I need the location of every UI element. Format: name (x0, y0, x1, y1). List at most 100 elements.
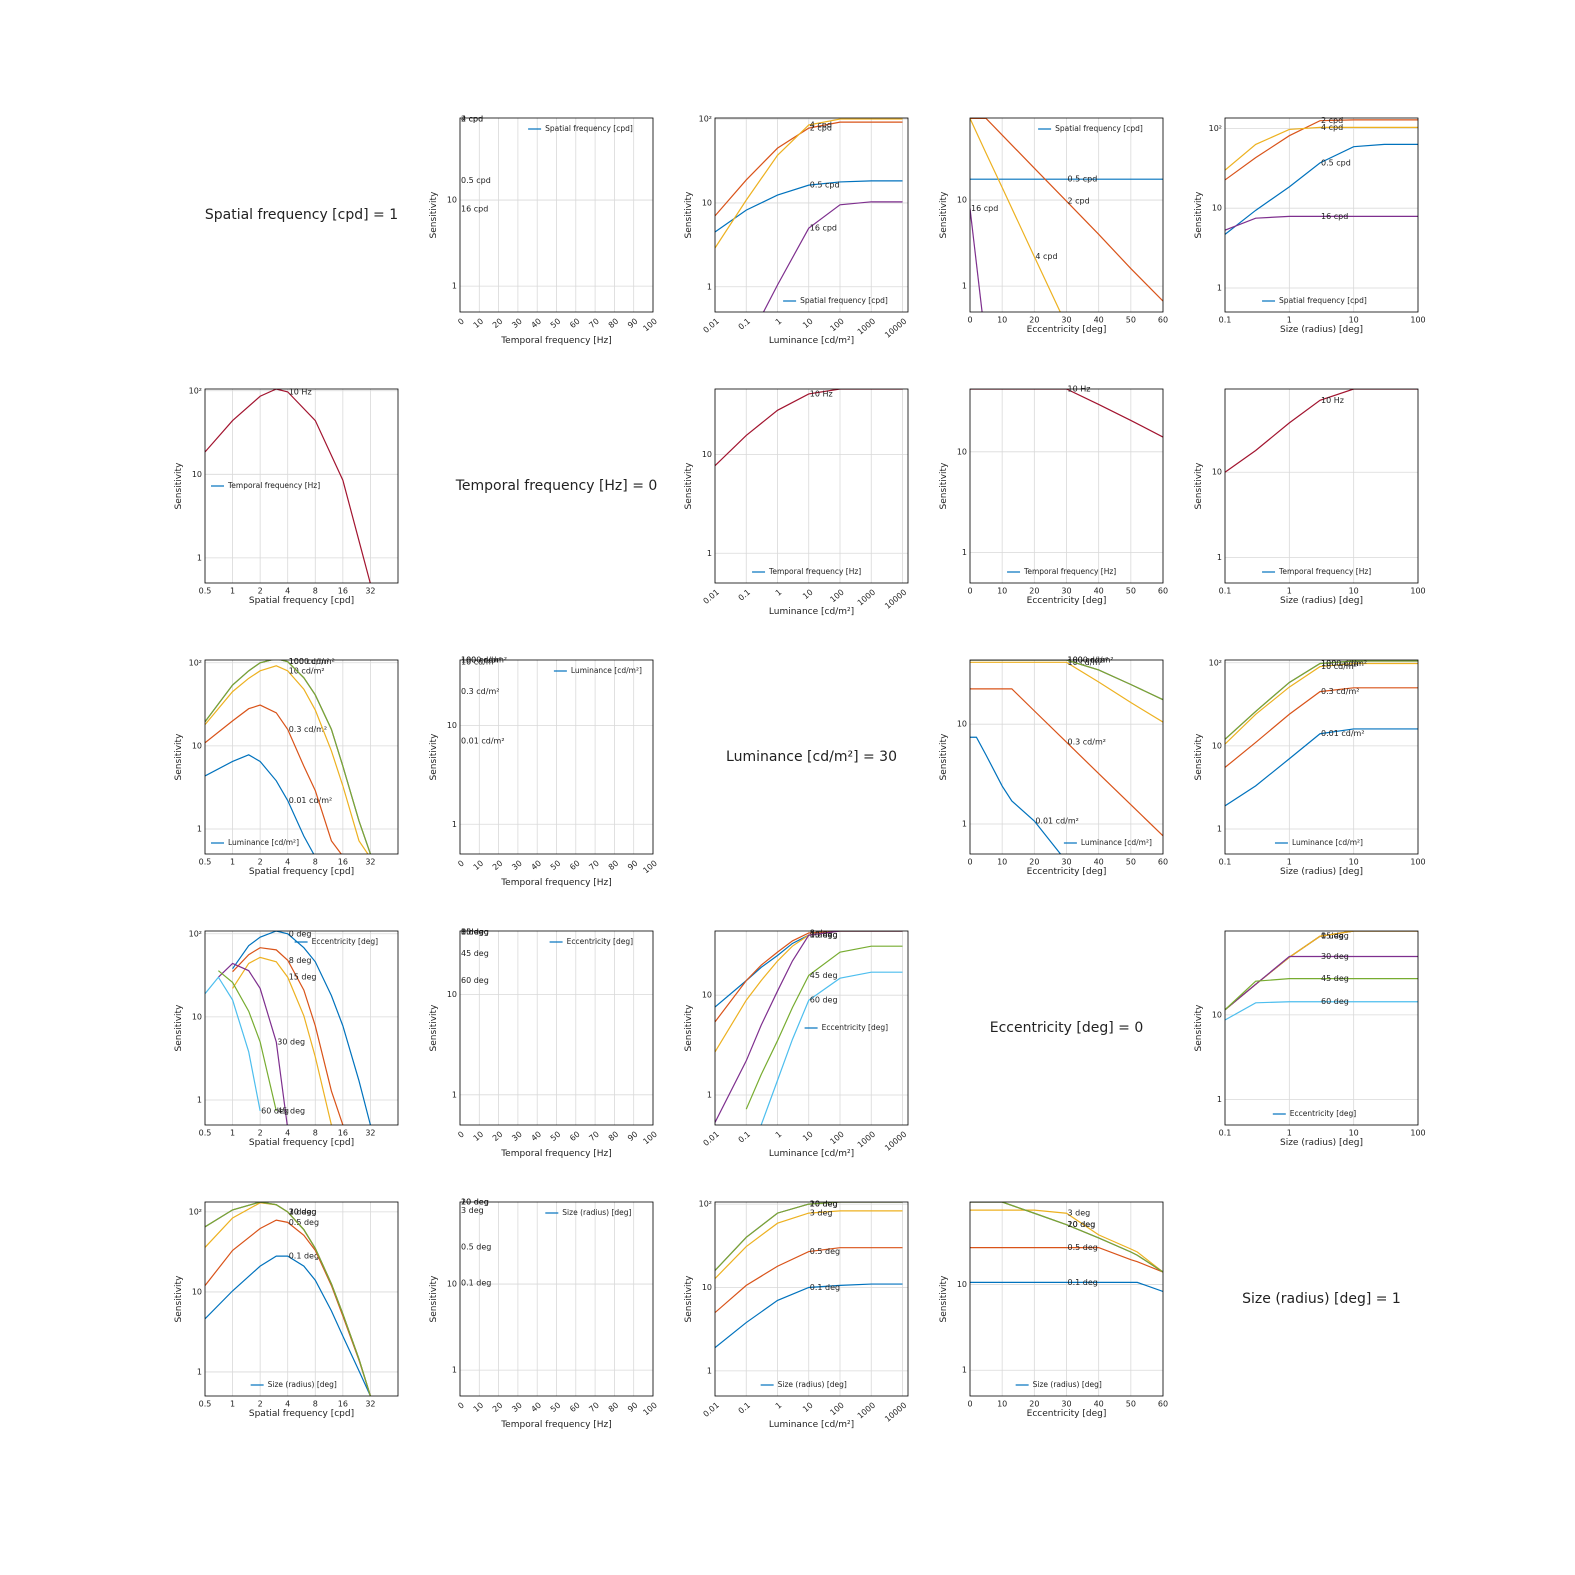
series-line (970, 688, 1163, 837)
series-label: 30 deg (1321, 952, 1349, 961)
plot-frame (1224, 930, 1419, 1126)
x-tick-label: 10 (1349, 587, 1359, 596)
y-tick-label: 10 (1212, 1010, 1222, 1019)
series-label: 30 deg (810, 931, 838, 940)
series-label: 10 Hz (810, 389, 833, 398)
y-tick-label: 10 (192, 470, 202, 479)
y-tick-label: 1 (962, 819, 967, 828)
fixed-parameter-label: Size (radius) [deg] = 1 (1242, 1291, 1401, 1307)
series-label: 0.1 deg (461, 1278, 491, 1287)
y-tick-label: 1 (197, 1367, 202, 1376)
x-tick-label: 1 (1287, 1129, 1292, 1138)
legend-label: Temporal frequency [Hz] (1023, 567, 1116, 576)
subplot: 0 10 20 30 40 50 60 1 10 Eccentricity [deg] Sensit… (939, 1201, 1168, 1419)
y-tick-label: 10 (957, 1280, 967, 1289)
y-axis-label: Sensitivity (684, 462, 694, 510)
x-tick-label: 1 (230, 1400, 235, 1409)
series-line (205, 976, 261, 1111)
series-label: 0.1 deg (810, 1283, 840, 1292)
series-line (970, 660, 1163, 701)
y-tick-label: 10 (447, 1280, 457, 1289)
plot-frame (1224, 117, 1419, 313)
series-line (217, 962, 288, 1125)
x-tick-label: 0.5 (199, 858, 212, 867)
series-label: 8 deg (461, 928, 484, 937)
x-tick-label: 1 (1287, 858, 1292, 867)
x-tick-label: 10 (1349, 316, 1359, 325)
series-label: 8 deg (289, 956, 312, 965)
y-tick-label: 1 (452, 820, 457, 829)
x-tick-label: 50 (1126, 316, 1136, 325)
x-tick-label: 50 (1126, 858, 1136, 867)
legend-label: Size (radius) [deg] (268, 1380, 337, 1389)
x-tick-label: 1 (774, 317, 784, 327)
x-axis-label: Eccentricity [deg] (1027, 867, 1107, 877)
y-axis-label: Sensitivity (174, 462, 184, 510)
series-label: 0 deg (1321, 932, 1344, 941)
x-tick-label: 100 (1410, 1129, 1425, 1138)
legend-label: Temporal frequency [Hz] (768, 567, 861, 576)
series-line (715, 931, 903, 1053)
series-label: 2 cpd (1321, 116, 1343, 125)
x-tick-label: 0.5 (199, 1129, 212, 1138)
y-tick-label: 1 (452, 1366, 457, 1375)
plot-frame (714, 117, 909, 313)
y-tick-label: 1 (707, 549, 712, 558)
legend-label: Luminance [cd/m²] (1292, 838, 1363, 847)
x-tick-label: 8 (313, 587, 318, 596)
subplot: 0.5 1 2 4 8 16 32 1 10 10² Spatial frequency [cpd]… (174, 929, 399, 1148)
x-tick-label: 32 (365, 858, 375, 867)
x-tick-label: 30 (1061, 1400, 1071, 1409)
x-tick-label: 40 (1094, 1400, 1104, 1409)
series-label: 1000 cd/m² (289, 657, 335, 666)
series-line (715, 118, 903, 249)
y-tick-label: 1 (962, 1366, 967, 1375)
series-line (232, 956, 332, 1125)
y-axis-label: Sensitivity (939, 1275, 949, 1323)
series-label: 0.3 cd/m² (461, 687, 499, 696)
plot-frame (969, 388, 1164, 584)
x-tick-label: 0 (456, 859, 466, 869)
series-line (1225, 660, 1418, 740)
legend-label: Spatial frequency [cpd] (1279, 296, 1367, 305)
y-axis-label: Sensitivity (1194, 1004, 1204, 1052)
legend-label: Size (radius) [deg] (562, 1208, 631, 1217)
y-tick-label: 1 (707, 1366, 712, 1375)
y-tick-label: 10 (702, 991, 712, 1000)
legend-label: Luminance [cd/m²] (228, 838, 299, 847)
series-label: 0 deg (461, 928, 484, 937)
series-line (205, 754, 315, 854)
y-tick-label: 10² (189, 929, 202, 938)
series-label: 1000 cd/m² (1321, 659, 1367, 668)
x-tick-label: 0 (967, 1400, 972, 1409)
series-label: 2 cpd (810, 124, 832, 133)
series-line (205, 660, 371, 854)
x-tick-label: 1 (774, 1130, 784, 1140)
x-tick-label: 32 (365, 1129, 375, 1138)
x-tick-label: 0 (967, 316, 972, 325)
series-line (205, 1255, 371, 1396)
plot-frame (969, 659, 1164, 855)
series-line (1225, 662, 1418, 745)
subplot: 0.1 1 10 100 1 10 10² Size (radius) [deg] Sensit… (1194, 658, 1426, 877)
series-label: 16 cpd (810, 224, 837, 233)
x-axis-label: Spatial frequency [cpd] (249, 1138, 354, 1148)
series-line (970, 1209, 1163, 1273)
legend-label: Spatial frequency [cpd] (1055, 124, 1143, 133)
series-label: 15 deg (810, 931, 838, 940)
subplot: 0 10 20 30 40 50 60 1 10 Eccentricity [deg] Sensit… (939, 117, 1168, 335)
series-label: 3 deg (289, 1207, 312, 1216)
legend-label: Eccentricity [deg] (1290, 1109, 1356, 1118)
series-line (715, 931, 903, 1023)
series-label: 16 cpd (971, 204, 998, 213)
plot-frame (459, 659, 654, 855)
series-label: 10 Hz (289, 387, 312, 396)
series-line (970, 1202, 1163, 1273)
plot-frame (1224, 659, 1419, 855)
legend-label: Luminance [cd/m²] (571, 666, 642, 675)
series-line (715, 389, 903, 467)
x-tick-label: 60 (1158, 858, 1168, 867)
